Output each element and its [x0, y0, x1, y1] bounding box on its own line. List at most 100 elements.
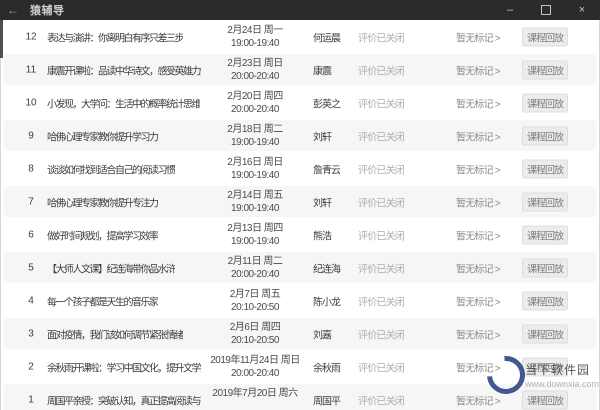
course-schedule: 2月23日 周日 20:00-20:40	[199, 57, 311, 83]
mark-link[interactable]: 暂无标记 >	[456, 99, 501, 110]
course-time: 19:00-19:40	[231, 37, 279, 49]
row-number: 2	[28, 361, 34, 372]
evaluation-status: 评价已关闭	[358, 198, 405, 209]
scrollbar-thumb[interactable]	[0, 20, 3, 58]
replay-button[interactable]: 课程回放	[522, 258, 568, 277]
back-arrow-icon: ←	[7, 3, 19, 17]
course-date: 2月20日 周四	[227, 90, 283, 102]
replay-button[interactable]: 课程回放	[522, 159, 568, 178]
teacher-name: 刘轩	[313, 198, 332, 209]
course-date: 2月13日 周四	[227, 222, 283, 234]
minimize-button[interactable]: –	[492, 0, 528, 20]
minimize-icon: –	[506, 4, 514, 16]
course-schedule: 2月20日 周四 20:00-20:40	[199, 90, 311, 116]
table-row[interactable]: 4 每一个孩子都是天生的音乐家 2月7日 周五 20:10-20:50 陈小龙 …	[1, 284, 599, 317]
course-time: 19:00-19:40	[231, 169, 279, 181]
mark-link[interactable]: 暂无标记 >	[456, 132, 501, 143]
mark-link[interactable]: 暂无标记 >	[456, 297, 501, 308]
teacher-name: 刘嘉	[313, 330, 332, 341]
replay-button[interactable]: 课程回放	[522, 357, 568, 376]
row-number: 1	[28, 394, 34, 405]
evaluation-status: 评价已关闭	[358, 330, 405, 341]
mark-link[interactable]: 暂无标记 >	[456, 198, 501, 209]
replay-button[interactable]: 课程回放	[522, 324, 568, 343]
mark-link[interactable]: 暂无标记 >	[456, 330, 501, 341]
close-button[interactable]: ×	[564, 0, 600, 20]
course-date: 2月7日 周五	[229, 288, 281, 300]
course-date: 2月14日 周五	[227, 189, 283, 201]
close-icon: ×	[578, 4, 586, 16]
teacher-name: 彭英之	[313, 99, 341, 110]
replay-button[interactable]: 课程回放	[522, 390, 568, 409]
row-number: 9	[28, 130, 34, 141]
title-bar[interactable]: ← 猿辅导 – ×	[0, 0, 600, 20]
replay-button[interactable]: 课程回放	[522, 192, 568, 211]
replay-button[interactable]: 课程回放	[522, 60, 568, 79]
course-time: 19:00-19:40	[231, 235, 279, 247]
course-schedule: 2月16日 周日 19:00-19:40	[199, 156, 311, 182]
mark-link[interactable]: 暂无标记 >	[456, 363, 501, 374]
replay-button[interactable]: 课程回放	[522, 93, 568, 112]
replay-button[interactable]: 课程回放	[522, 225, 568, 244]
teacher-name: 周国平	[313, 396, 341, 407]
course-title: 余秋雨开课啦：学习中国文化，提升文学素养	[47, 363, 201, 374]
course-date: 2019年7月20日 周六	[212, 387, 298, 399]
mark-link[interactable]: 暂无标记 >	[456, 165, 501, 176]
course-schedule: 2019年11月24日 周日 20:00-20:40	[199, 354, 311, 380]
course-title: 谈谈如何找到适合自己的阅读习惯	[47, 165, 175, 176]
course-time: 20:10-20:50	[231, 301, 279, 313]
course-time	[199, 400, 311, 410]
teacher-name: 纪连海	[313, 264, 341, 275]
row-number: 5	[28, 262, 34, 273]
mark-link[interactable]: 暂无标记 >	[456, 33, 501, 44]
replay-button[interactable]: 课程回放	[522, 27, 568, 46]
evaluation-status: 评价已关闭	[358, 66, 405, 77]
teacher-name: 何运晨	[313, 33, 341, 44]
course-time: 20:00-20:40	[231, 268, 279, 280]
table-row[interactable]: 12 表达与演讲：你离明白有序只差三步 2月24日 周一 19:00-19:40…	[1, 20, 599, 53]
course-time: 19:00-19:40	[231, 136, 279, 148]
evaluation-status: 评价已关闭	[358, 132, 405, 143]
evaluation-status: 评价已关闭	[358, 231, 405, 242]
teacher-name: 康震	[313, 66, 332, 77]
app-title: 猿辅导	[30, 5, 65, 17]
mark-link[interactable]: 暂无标记 >	[456, 66, 501, 77]
course-time: 20:00-20:40	[231, 70, 279, 82]
table-row[interactable]: 9 哈佛心理专家教你提升学习力 2月18日 周二 19:00-19:40 刘轩 …	[1, 119, 599, 152]
course-date: 2月23日 周日	[227, 57, 283, 69]
table-row[interactable]: 7 哈佛心理专家教你提升专注力 2月14日 周五 19:00-19:40 刘轩 …	[1, 185, 599, 218]
maximize-button[interactable]	[528, 0, 564, 20]
table-row[interactable]: 6 做好时间规划，提高学习效率 2月13日 周四 19:00-19:40 熊浩 …	[1, 218, 599, 251]
table-row[interactable]: 10 小发现，大学问：生活中的概率统计思维 2月20日 周四 20:00-20:…	[1, 86, 599, 119]
course-date: 2月24日 周一	[227, 24, 283, 36]
back-button[interactable]: ←	[0, 0, 26, 20]
evaluation-status: 评价已关闭	[358, 99, 405, 110]
teacher-name: 陈小龙	[313, 297, 341, 308]
table-row[interactable]: 11 康震开课啦：品读中华诗文，感受英雄力量 2月23日 周日 20:00-20…	[1, 53, 599, 86]
course-time: 20:00-20:40	[231, 103, 279, 115]
course-schedule: 2月14日 周五 19:00-19:40	[199, 189, 311, 215]
mark-link[interactable]: 暂无标记 >	[456, 396, 501, 407]
row-number: 11	[25, 64, 37, 75]
course-date: 2月11日 周二	[227, 255, 283, 267]
replay-button[interactable]: 课程回放	[522, 291, 568, 310]
table-row[interactable]: 5 【大师人文课】纪连海带你品水浒 2月11日 周二 20:00-20:40 纪…	[1, 251, 599, 284]
evaluation-status: 评价已关闭	[358, 33, 405, 44]
course-title: 小发现，大学问：生活中的概率统计思维	[47, 99, 200, 110]
course-schedule: 2月24日 周一 19:00-19:40	[199, 24, 311, 50]
table-row[interactable]: 2 余秋雨开课啦：学习中国文化，提升文学素养 2019年11月24日 周日 20…	[1, 350, 599, 383]
row-number: 12	[25, 31, 37, 42]
replay-button[interactable]: 课程回放	[522, 126, 568, 145]
course-title: 哈佛心理专家教你提升学习力	[47, 132, 158, 143]
table-row[interactable]: 8 谈谈如何找到适合自己的阅读习惯 2月16日 周日 19:00-19:40 詹…	[1, 152, 599, 185]
table-row[interactable]: 1 周国平亲授：突破认知，真正提高阅读与写作能力 2019年7月20日 周六 周…	[1, 383, 599, 410]
course-schedule: 2019年7月20日 周六	[199, 387, 311, 410]
course-schedule: 2月13日 周四 19:00-19:40	[199, 222, 311, 248]
mark-link[interactable]: 暂无标记 >	[456, 231, 501, 242]
teacher-name: 熊浩	[313, 231, 332, 242]
evaluation-status: 评价已关闭	[358, 165, 405, 176]
table-row[interactable]: 3 面对疫情，我们该如何调节紧张情绪 2月6日 周四 20:10-20:50 刘…	[1, 317, 599, 350]
mark-link[interactable]: 暂无标记 >	[456, 264, 501, 275]
row-number: 8	[28, 163, 34, 174]
row-number: 10	[25, 97, 37, 108]
